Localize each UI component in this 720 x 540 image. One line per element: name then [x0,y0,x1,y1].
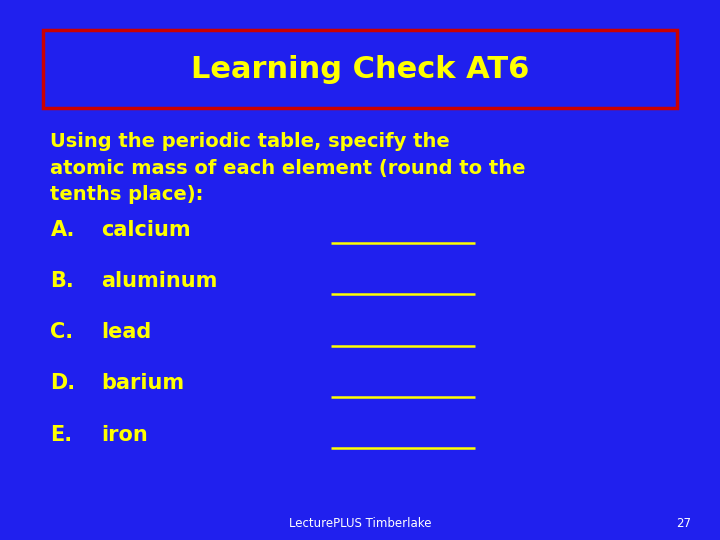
Text: B.: B. [50,271,74,291]
Text: 27: 27 [676,517,691,530]
Text: D.: D. [50,373,76,394]
Text: iron: iron [101,424,148,445]
Text: Using the periodic table, specify the: Using the periodic table, specify the [50,132,450,151]
Text: E.: E. [50,424,73,445]
Text: Learning Check AT6: Learning Check AT6 [191,55,529,84]
Text: C.: C. [50,322,73,342]
Text: tenths place):: tenths place): [50,185,204,204]
Text: lead: lead [101,322,151,342]
FancyBboxPatch shape [43,30,677,108]
Text: A.: A. [50,219,75,240]
Text: calcium: calcium [101,219,190,240]
Text: barium: barium [101,373,184,394]
Text: atomic mass of each element (round to the: atomic mass of each element (round to th… [50,159,526,178]
Text: aluminum: aluminum [101,271,217,291]
Text: LecturePLUS Timberlake: LecturePLUS Timberlake [289,517,431,530]
